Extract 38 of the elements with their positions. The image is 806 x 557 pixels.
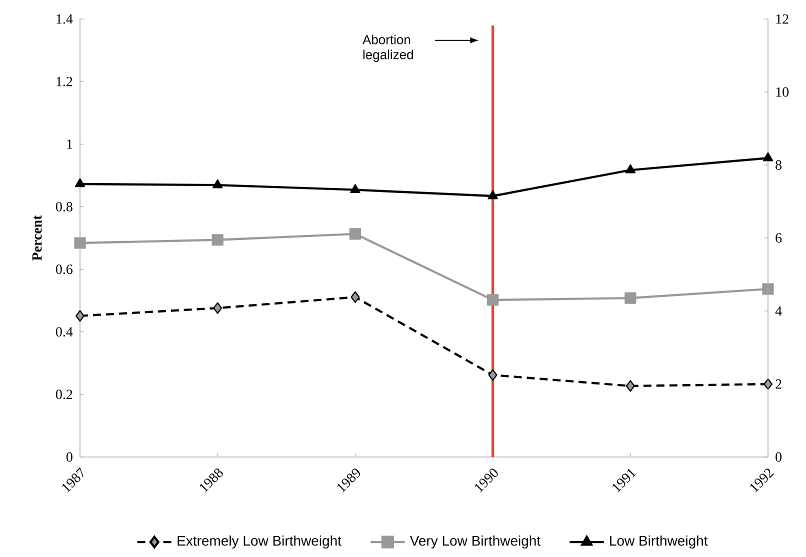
y-tick-label: 0 — [66, 452, 72, 462]
point — [625, 164, 636, 174]
y2-tick-label: 6 — [776, 233, 782, 243]
point — [74, 178, 86, 188]
point — [488, 369, 498, 382]
legend-label: Extremely Low Birthweight — [178, 536, 342, 549]
point — [212, 179, 223, 188]
y-axis-title: Percent — [32, 215, 42, 261]
point — [74, 237, 86, 249]
point — [624, 292, 636, 304]
point — [487, 294, 499, 306]
y-tick-label: 0.2 — [56, 390, 72, 400]
y-tick-label: 0.6 — [56, 264, 73, 274]
point — [349, 228, 362, 240]
point — [762, 283, 774, 295]
y2-tick-label: 8 — [776, 160, 782, 170]
y2-tick-label: 10 — [776, 87, 789, 97]
y-tick-label: 1.2 — [56, 77, 72, 86]
point — [76, 310, 84, 322]
legend-label: Very Low Birthweight — [410, 536, 540, 549]
point — [213, 302, 222, 314]
y2-tick-label: 4 — [775, 306, 782, 316]
y-tick-label: 1 — [67, 140, 72, 149]
y-tick-label: 0.8 — [56, 202, 72, 212]
point — [762, 152, 774, 162]
y-tick-label: 1.4 — [56, 14, 73, 24]
y2-tick-label: 2 — [776, 380, 782, 389]
point — [212, 234, 224, 246]
annotation: Abortion legalized — [362, 34, 413, 62]
y-tick-label: 0.4 — [56, 327, 73, 337]
point — [488, 190, 498, 200]
y2-tick-label: 0 — [776, 452, 782, 462]
point — [350, 292, 360, 304]
legend-label: Low Birthweight — [610, 536, 708, 549]
point — [626, 380, 635, 392]
y2-tick-label: 12 — [776, 14, 788, 24]
point — [350, 184, 360, 194]
x-tick-label: 1991 — [612, 469, 636, 493]
